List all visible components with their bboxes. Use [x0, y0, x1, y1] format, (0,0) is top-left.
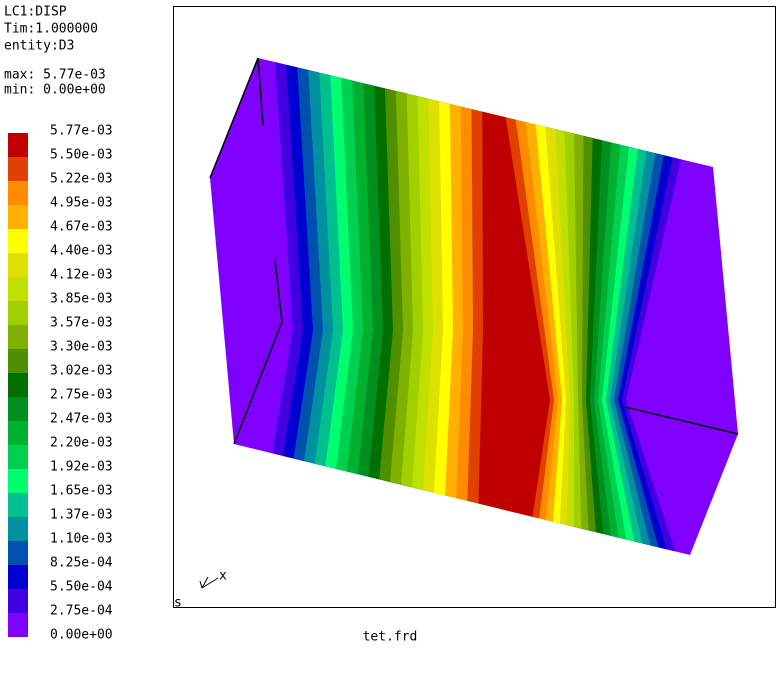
legend-label: 3.30e-03: [50, 340, 113, 355]
header-line: LC1:DISP: [4, 5, 67, 20]
legend-label: 2.75e-04: [50, 604, 113, 619]
min-value: min: 0.00e+00: [4, 83, 106, 98]
viewport-frame: [173, 6, 776, 608]
legend-label: 5.77e-03: [50, 124, 113, 139]
legend-label: 4.12e-03: [50, 268, 113, 283]
legend-label: 4.40e-03: [50, 244, 113, 259]
legend-label: 3.57e-03: [50, 316, 113, 331]
corner-label: s: [174, 596, 182, 611]
legend-swatch: [8, 205, 28, 229]
legend-label: 2.75e-03: [50, 388, 113, 403]
legend-label: 3.02e-03: [50, 364, 113, 379]
legend-label: 5.50e-03: [50, 148, 113, 163]
file-name: tet.frd: [363, 630, 418, 645]
legend-label: 1.92e-03: [50, 460, 113, 475]
edge: [209, 57, 259, 179]
legend-swatch: [8, 397, 28, 421]
legend-swatch: [8, 421, 28, 445]
legend-swatch: [8, 445, 28, 469]
max-value: max: 5.77e-03: [4, 68, 106, 83]
legend-swatch: [8, 373, 28, 397]
legend-label: 2.20e-03: [50, 436, 113, 451]
legend-swatch: [8, 493, 28, 517]
legend-swatch: [8, 253, 28, 277]
legend-label: 1.37e-03: [50, 508, 113, 523]
legend-label: 3.85e-03: [50, 292, 113, 307]
legend-swatch: [8, 469, 28, 493]
edge: [257, 57, 264, 126]
legend-swatch: [8, 133, 28, 157]
header-line: entity:D3: [4, 39, 74, 54]
model-edges: [209, 57, 739, 445]
legend-label: 2.47e-03: [50, 412, 113, 427]
legend-swatch: [8, 349, 28, 373]
legend-label: 1.65e-03: [50, 484, 113, 499]
legend-label: 0.00e+00: [50, 628, 113, 643]
triad-line: [201, 576, 209, 589]
triad-label: x: [219, 569, 227, 584]
header-line: Tim:1.000000: [4, 22, 98, 37]
color-legend: 5.77e-03 5.50e-03 5.22e-03 4.95e-03 4.67e-03…: [8, 124, 113, 643]
legend-swatch: [8, 325, 28, 349]
legend-swatch: [8, 613, 28, 637]
axis-triad: [199, 576, 219, 589]
legend-swatch: [8, 157, 28, 181]
legend-swatch: [8, 589, 28, 613]
legend-swatch: [8, 181, 28, 205]
legend-label: 4.67e-03: [50, 220, 113, 235]
legend-label: 4.95e-03: [50, 196, 113, 211]
edge: [233, 259, 283, 445]
legend-swatch: [8, 301, 28, 325]
legend-swatch: [8, 277, 28, 301]
legend-swatch: [8, 517, 28, 541]
legend-swatch: [8, 565, 28, 589]
triad-line: [199, 580, 203, 589]
legend-label: 8.25e-04: [50, 556, 113, 571]
edge: [624, 406, 739, 435]
triad-line: [201, 577, 219, 589]
legend-swatch: [8, 541, 28, 565]
contour-band: [476, 58, 550, 555]
legend-swatch: [8, 229, 28, 253]
legend-label: 5.22e-03: [50, 172, 113, 187]
legend-label: 5.50e-04: [50, 580, 113, 595]
legend-label: 1.10e-03: [50, 532, 113, 547]
